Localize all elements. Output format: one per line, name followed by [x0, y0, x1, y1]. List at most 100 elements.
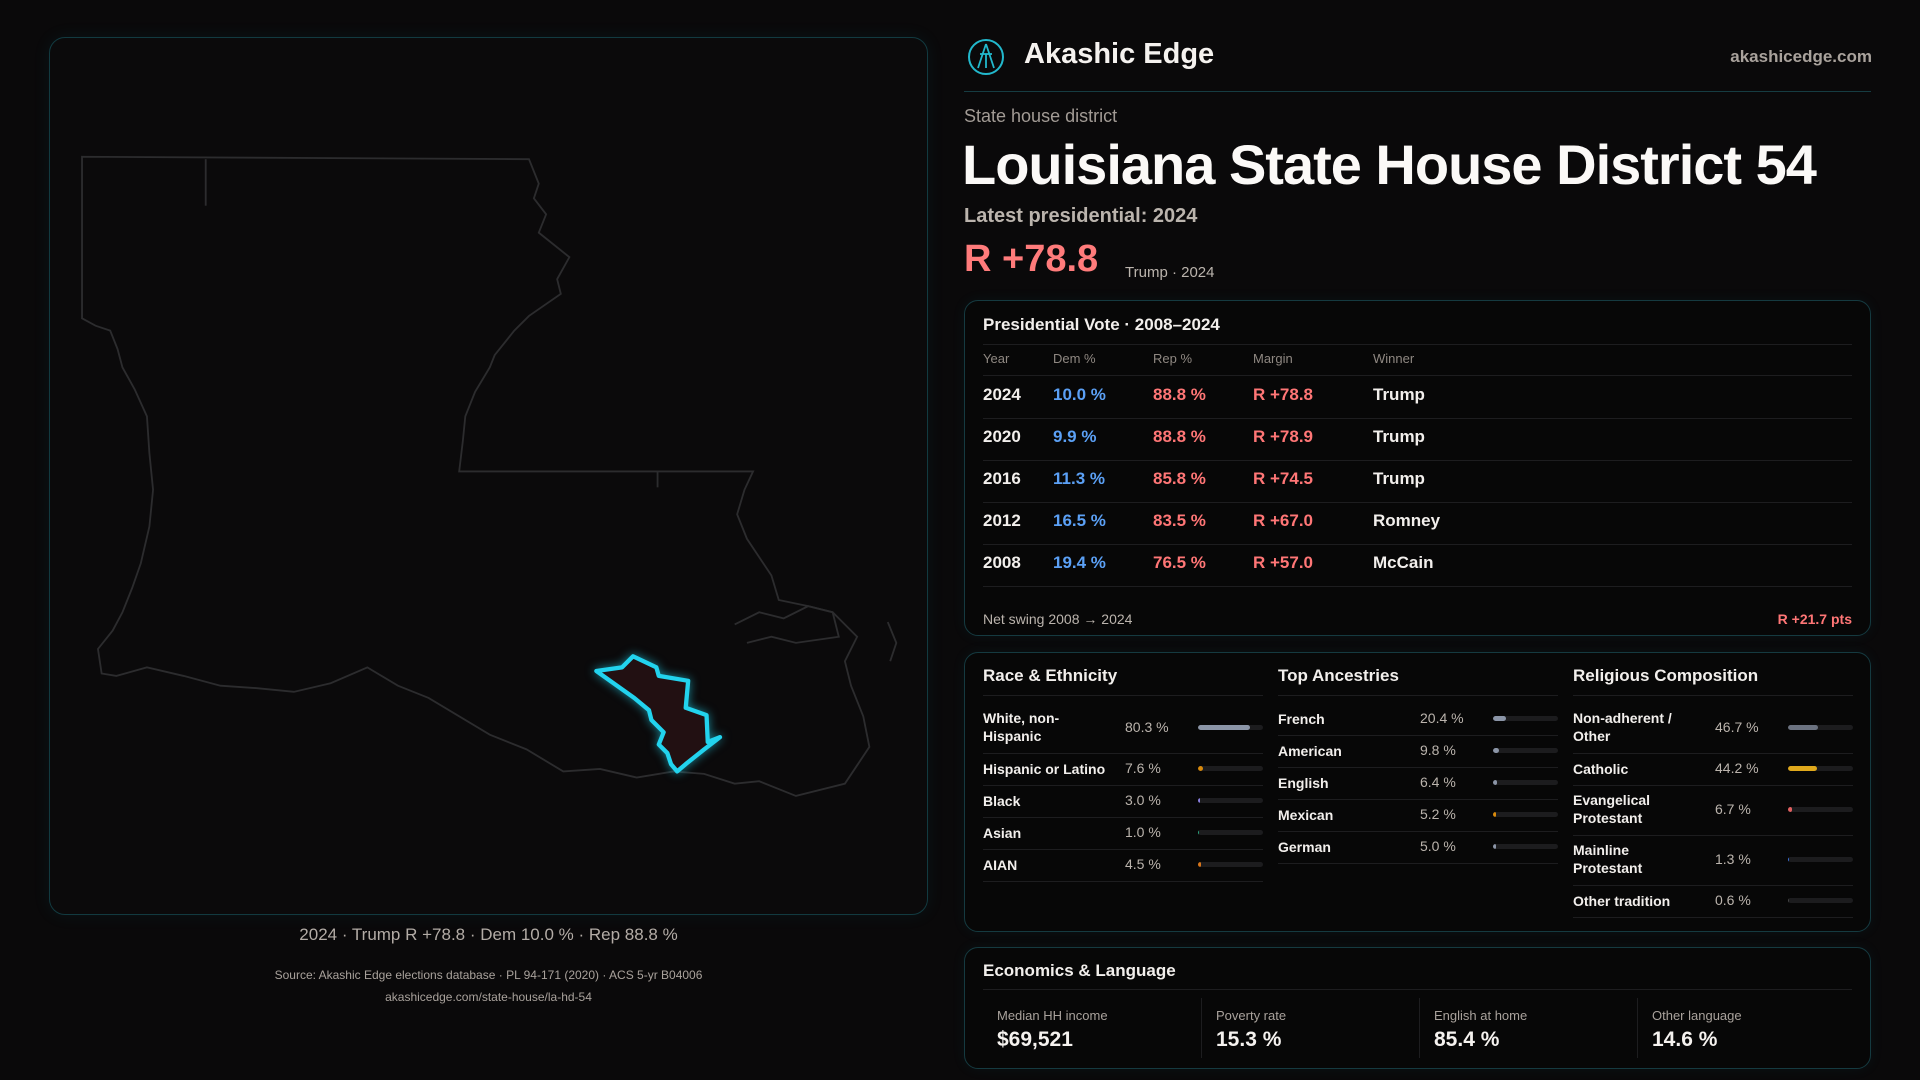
divider — [1278, 831, 1558, 832]
row-value: 20.4 % — [1420, 710, 1464, 726]
cell-winner: Trump — [1373, 385, 1425, 404]
row-value: 0.6 % — [1715, 892, 1751, 908]
demo-row: White, non-Hispanic 80.3 % — [983, 703, 1263, 753]
stat-label: English at home — [1434, 1008, 1528, 1023]
akashic-logo-icon — [968, 39, 1004, 75]
econ-stat: Other language 14.6 % — [1637, 998, 1855, 1058]
cell-dem: 16.5 % — [1053, 511, 1106, 530]
column-header: Dem % — [1053, 351, 1096, 366]
row-bar — [1198, 798, 1263, 803]
row-label: Catholic — [1573, 761, 1629, 777]
bar-fill — [1198, 798, 1200, 803]
demo-row: Mainline Protestant 1.3 % — [1573, 835, 1853, 885]
bar-fill — [1493, 716, 1507, 721]
bar-fill — [1198, 862, 1201, 867]
divider — [1278, 863, 1558, 864]
divider — [983, 785, 1263, 786]
row-value: 44.2 % — [1715, 760, 1759, 776]
demo-row: Asian 1.0 % — [983, 817, 1263, 849]
cell-year: 2020 — [983, 427, 1021, 446]
divider — [983, 586, 1852, 587]
row-value: 5.2 % — [1420, 806, 1456, 822]
demo-row: Catholic 44.2 % — [1573, 753, 1853, 785]
row-value: 6.7 % — [1715, 801, 1751, 817]
economics-card: Economics & Language Median HH income $6… — [964, 947, 1871, 1069]
demo-row: Non-adherent / Other 46.7 % — [1573, 703, 1853, 753]
demo-column: Race & Ethnicity White, non-Hispanic 80.… — [983, 653, 1263, 931]
row-bar — [1198, 830, 1263, 835]
source-note: Source: Akashic Edge elections database … — [274, 968, 703, 982]
bar-fill — [1493, 780, 1498, 785]
demo-row: Mexican 5.2 % — [1278, 799, 1558, 831]
cell-winner: McCain — [1373, 553, 1434, 572]
page-title: Louisiana State House District 54 — [962, 133, 1817, 196]
stat-value: $69,521 — [997, 1028, 1073, 1051]
row-bar — [1198, 725, 1263, 730]
row-label: Mainline Protestant — [1573, 842, 1643, 876]
divider — [983, 753, 1263, 754]
divider — [1278, 735, 1558, 736]
headline-margin-sub: Trump · 2024 — [1125, 264, 1215, 281]
row-value: 1.0 % — [1125, 824, 1161, 840]
bar-fill — [1788, 898, 1789, 903]
cell-margin: R +78.9 — [1253, 427, 1314, 446]
row-label: Other tradition — [1573, 893, 1671, 909]
permalink[interactable]: akashicedge.com/state-house/la-hd-54 — [385, 990, 592, 1004]
row-label: American — [1278, 743, 1342, 759]
bar-fill — [1493, 844, 1497, 849]
header-divider — [964, 91, 1871, 92]
stat-value: 15.3 % — [1216, 1028, 1282, 1051]
cell-dem: 19.4 % — [1053, 553, 1106, 572]
divider — [983, 344, 1852, 345]
bar-fill — [1198, 830, 1199, 835]
demographics-card: Race & Ethnicity White, non-Hispanic 80.… — [964, 652, 1871, 932]
row-bar — [1493, 716, 1558, 721]
demo-row: Evangelical Protestant 6.7 % — [1573, 785, 1853, 835]
divider — [1278, 695, 1558, 696]
demo-row: German 5.0 % — [1278, 831, 1558, 863]
demo-row: English 6.4 % — [1278, 767, 1558, 799]
cell-rep: 88.8 % — [1153, 427, 1206, 446]
cell-winner: Romney — [1373, 511, 1441, 530]
column-header: Rep % — [1153, 351, 1193, 366]
row-label: Mexican — [1278, 807, 1334, 823]
row-bar — [1493, 780, 1558, 785]
divider — [983, 989, 1852, 990]
row-label: Non-adherent / Other — [1573, 710, 1672, 744]
divider — [983, 817, 1263, 818]
cell-rep: 83.5 % — [1153, 511, 1206, 530]
cell-year: 2024 — [983, 385, 1021, 404]
cell-dem: 10.0 % — [1053, 385, 1106, 404]
row-label: Asian — [983, 825, 1022, 841]
site-link[interactable]: akashicedge.com — [1730, 47, 1872, 66]
demo-row: Black 3.0 % — [983, 785, 1263, 817]
bar-fill — [1493, 748, 1500, 753]
section-title: Top Ancestries — [1278, 666, 1399, 685]
econ-stat: Median HH income $69,521 — [983, 998, 1201, 1058]
card-title: Presidential Vote · 2008–2024 — [983, 315, 1220, 334]
map-panel[interactable] — [49, 37, 928, 915]
cell-winner: Trump — [1373, 427, 1425, 446]
column-header: Margin — [1253, 351, 1293, 366]
net-swing-value: R +21.7 pts — [1777, 611, 1852, 627]
row-label: Black — [983, 793, 1021, 809]
bar-fill — [1788, 725, 1819, 730]
cell-rep: 88.8 % — [1153, 385, 1206, 404]
row-bar — [1788, 766, 1853, 771]
demo-row: Other tradition 0.6 % — [1573, 885, 1853, 917]
cell-dem: 9.9 % — [1053, 427, 1097, 446]
divider — [1278, 799, 1558, 800]
section-title: Race & Ethnicity — [983, 666, 1118, 685]
presidential-vote-card: Presidential Vote · 2008–2024 Year Dem % R… — [964, 300, 1871, 636]
row-bar — [1493, 844, 1558, 849]
divider — [1573, 753, 1853, 754]
divider — [1573, 695, 1853, 696]
demo-column: Top Ancestries French 20.4 % American 9.… — [1278, 653, 1558, 931]
demo-row: Hispanic or Latino 7.6 % — [983, 753, 1263, 785]
cell-margin: R +57.0 — [1253, 553, 1314, 572]
row-value: 6.4 % — [1420, 774, 1456, 790]
econ-stat: English at home 85.4 % — [1419, 998, 1637, 1058]
row-label: Evangelical Protestant — [1573, 792, 1651, 826]
row-label: Hispanic or Latino — [983, 761, 1106, 777]
stat-value: 14.6 % — [1652, 1028, 1718, 1051]
